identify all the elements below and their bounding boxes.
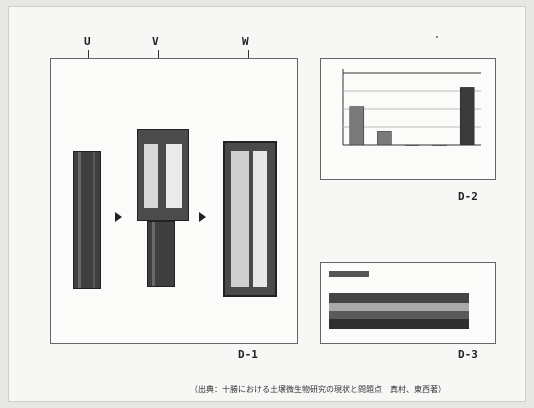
speck-mark: [436, 36, 438, 38]
arrow-right-icon: [199, 212, 206, 222]
panel-d3: [320, 262, 496, 344]
d3-band: [329, 293, 469, 303]
arrow-right-icon: [115, 212, 122, 222]
panel-label-d3: D-3: [458, 348, 478, 361]
bar: [432, 144, 447, 146]
bar: [459, 87, 475, 146]
d3-header: [329, 271, 369, 277]
column-label-w: W: [242, 35, 249, 48]
soil-column-v-upper: [137, 129, 189, 221]
soil-column-v-lower: [147, 221, 175, 287]
column-label-u: U: [84, 35, 91, 48]
panel-d1: [50, 58, 298, 344]
panel-label-d2: D-2: [458, 190, 478, 203]
panel-d2: [320, 58, 496, 180]
d3-band: [329, 319, 469, 329]
column-label-v: V: [152, 35, 159, 48]
panel-label-d1: D-1: [238, 348, 258, 361]
soil-column-u: [73, 151, 101, 289]
d3-band: [329, 303, 469, 311]
bar-chart: [342, 69, 481, 146]
bar: [404, 144, 420, 146]
d3-band: [329, 311, 469, 319]
bar: [349, 106, 365, 146]
soil-column-w: [223, 141, 277, 297]
source-caption: （出典：十勝における土壌微生物研究の現状と問題点 真村、東西著）: [190, 385, 446, 394]
bar: [377, 131, 392, 146]
